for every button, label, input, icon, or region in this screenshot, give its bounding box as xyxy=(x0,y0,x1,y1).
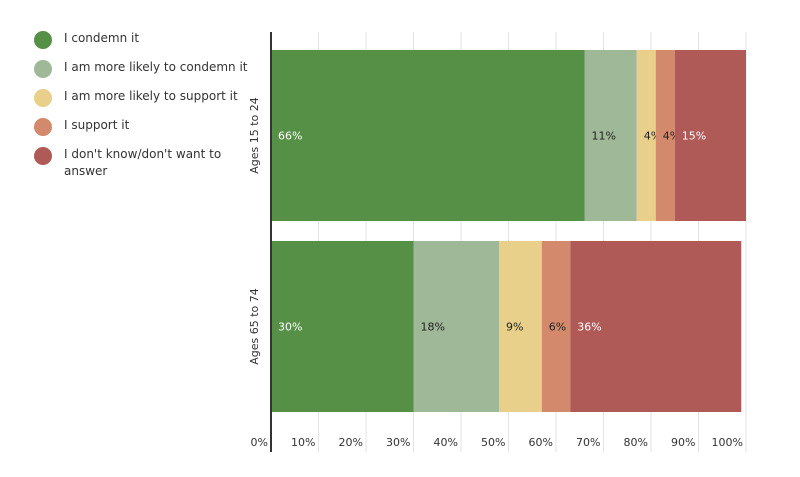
legend-swatch xyxy=(34,60,52,78)
legend-label: I condemn it xyxy=(64,31,140,45)
x-tick-label: 100% xyxy=(712,436,743,449)
data-label: 9% xyxy=(506,321,523,334)
bar-segment xyxy=(413,241,499,412)
x-tick-label: 80% xyxy=(624,436,648,449)
legend-item: I support it xyxy=(34,117,254,136)
data-label: 6% xyxy=(549,321,566,334)
legend-label: I am more likely to condemn it xyxy=(64,60,248,74)
legend-label: I am more likely to support it xyxy=(64,89,238,103)
category-label: Ages 65 to 74 xyxy=(248,288,261,365)
bar-segment xyxy=(636,50,656,221)
legend-swatch xyxy=(34,118,52,136)
data-label: 18% xyxy=(421,321,445,334)
legend-label: I support it xyxy=(64,118,130,132)
chart-legend: I condemn it I am more likely to condemn … xyxy=(34,30,254,190)
legend-item: I condemn it xyxy=(34,30,254,49)
bar-segment xyxy=(499,241,542,412)
bar-segment xyxy=(271,50,585,221)
legend-item: I don't know/don't want to answer xyxy=(34,146,254,180)
bar-segment xyxy=(674,50,746,221)
x-tick-label: 30% xyxy=(386,436,410,449)
legend-label: I don't know/don't want to answer xyxy=(64,147,222,178)
x-tick-label: 90% xyxy=(671,436,695,449)
bar-segment xyxy=(570,241,742,412)
legend-swatch xyxy=(34,89,52,107)
legend-item: I am more likely to condemn it xyxy=(34,59,254,78)
data-label: 15% xyxy=(682,130,706,143)
bar-segment xyxy=(271,241,414,412)
x-tick-label: 40% xyxy=(434,436,458,449)
data-label: 11% xyxy=(592,130,616,143)
bar-segment xyxy=(655,50,675,221)
legend-swatch xyxy=(34,147,52,165)
data-label: 36% xyxy=(577,321,601,334)
x-tick-label: 0% xyxy=(251,436,268,449)
bar-segment xyxy=(584,50,637,221)
x-tick-label: 50% xyxy=(481,436,505,449)
x-tick-label: 70% xyxy=(576,436,600,449)
bar-segment xyxy=(541,241,571,412)
x-tick-label: 10% xyxy=(291,436,315,449)
category-label: Ages 15 to 24 xyxy=(248,97,261,174)
data-label: 66% xyxy=(278,130,302,143)
legend-item: I am more likely to support it xyxy=(34,88,254,107)
legend-swatch xyxy=(34,31,52,49)
x-tick-label: 20% xyxy=(339,436,363,449)
data-label: 30% xyxy=(278,321,302,334)
x-tick-label: 60% xyxy=(529,436,553,449)
